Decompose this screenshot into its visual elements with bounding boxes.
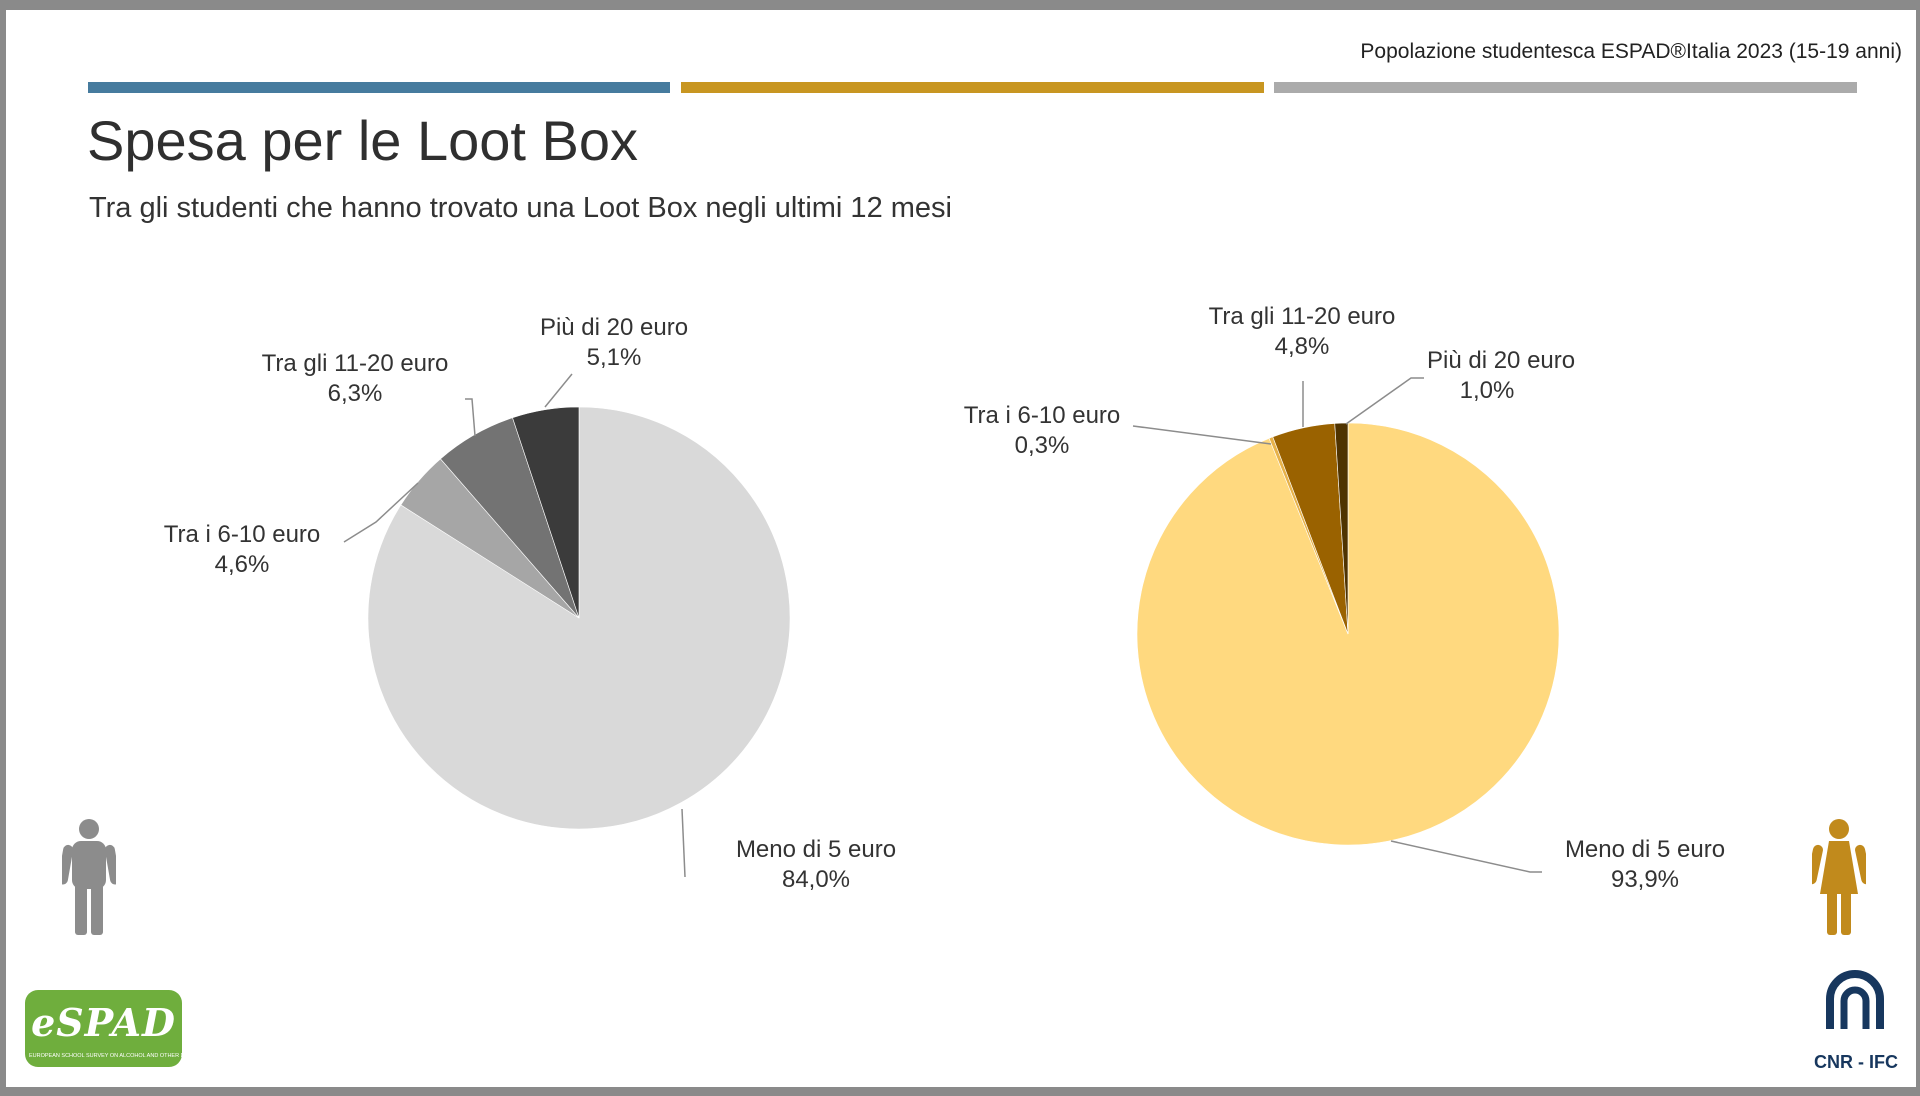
- category-label-male-tra-11-20: Tra gli 11-20 euro: [262, 350, 449, 377]
- value-label-female-meno-di-5: 93,9%: [1611, 866, 1679, 893]
- cnr-mark-icon: [1826, 970, 1884, 1029]
- female-icon: [1812, 819, 1866, 935]
- leader-line-female-piu-di-20: [1345, 377, 1424, 425]
- category-label-female-tra-11-20: Tra gli 11-20 euro: [1209, 303, 1396, 330]
- accent-bar-gray: [1274, 82, 1857, 93]
- category-label-male-meno-di-5: Meno di 5 euro: [736, 836, 896, 863]
- cnr-ifc-label: CNR - IFC: [1814, 1052, 1898, 1072]
- category-label-female-piu-di-20: Più di 20 euro: [1427, 347, 1575, 374]
- value-label-male-tra-11-20: 6,3%: [328, 380, 383, 407]
- slide: Popolazione studentesca ESPAD®Italia 202…: [6, 10, 1916, 1087]
- value-label-female-tra-6-10: 0,3%: [1015, 432, 1070, 459]
- leader-line-male-tra-11-20: [465, 398, 476, 437]
- slice-male-piu-di-20: [512, 406, 580, 619]
- accent-bar-blue: [88, 82, 670, 93]
- espad-logo-tagline: EUROPEAN SCHOOL SURVEY ON ALCOHOL AND OT…: [29, 1052, 201, 1059]
- pie-charts: Meno di 5 euro 84,0% Tra i 6-10 euro 4,6% Tr…: [164, 303, 1725, 893]
- leader-line-female-tra-6-10: [1132, 425, 1272, 445]
- category-label-female-tra-6-10: Tra i 6-10 euro: [964, 402, 1121, 429]
- pie-chart-female: Meno di 5 euro 93,9% Tra i 6-10 euro 0,3% Tr…: [964, 303, 1725, 893]
- page-subtitle: Tra gli studenti che hanno trovato una L…: [89, 192, 952, 224]
- leader-line-male-meno-di-5: [681, 808, 686, 878]
- cnr-ifc-logo: CNR - IFC: [1814, 965, 1898, 1075]
- category-label-male-piu-di-20: Più di 20 euro: [540, 314, 688, 341]
- leader-line-male-tra-6-10: [343, 482, 419, 543]
- page-title: Spesa per le Loot Box: [87, 109, 639, 172]
- pie-chart-male: Meno di 5 euro 84,0% Tra i 6-10 euro 4,6% Tr…: [164, 314, 896, 893]
- espad-logo-text: eSPAD: [31, 1000, 176, 1045]
- leader-line-male-piu-di-20: [544, 373, 573, 408]
- male-icon: [62, 819, 116, 935]
- value-label-female-piu-di-20: 1,0%: [1460, 377, 1515, 404]
- leader-line-female-meno-di-5: [1390, 840, 1542, 873]
- value-label-female-tra-11-20: 4,8%: [1275, 333, 1330, 360]
- category-label-female-meno-di-5: Meno di 5 euro: [1565, 836, 1725, 863]
- accent-bar-gold: [681, 82, 1264, 93]
- value-label-male-meno-di-5: 84,0%: [782, 866, 850, 893]
- espad-logo: eSPAD EUROPEAN SCHOOL SURVEY ON ALCOHOL …: [25, 990, 201, 1067]
- value-label-male-piu-di-20: 5,1%: [587, 344, 642, 371]
- value-label-male-tra-6-10: 4,6%: [215, 551, 270, 578]
- category-label-male-tra-6-10: Tra i 6-10 euro: [164, 521, 321, 548]
- source-note: Popolazione studentesca ESPAD®Italia 202…: [1360, 40, 1902, 63]
